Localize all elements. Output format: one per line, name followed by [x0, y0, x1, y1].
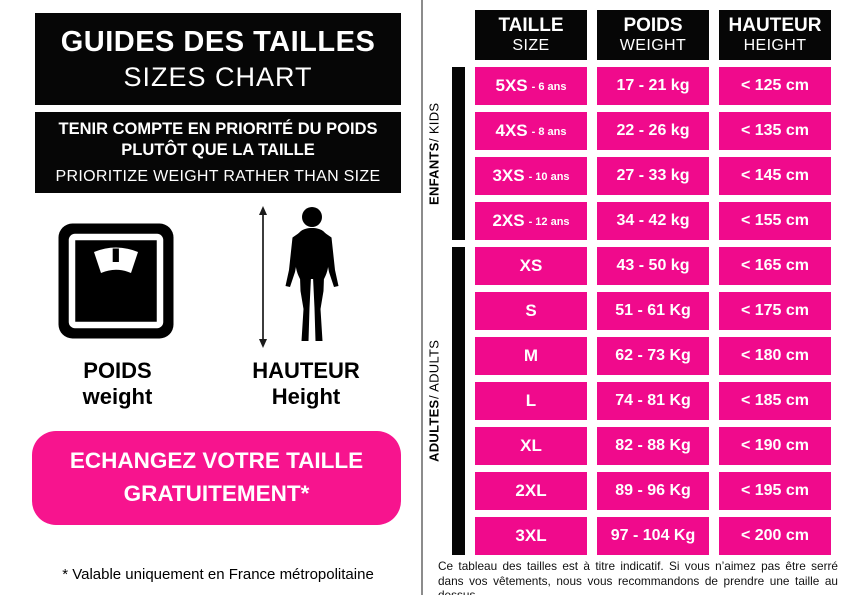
size-cell: XS — [475, 247, 587, 285]
weight-cell: 74 - 81 Kg — [597, 382, 709, 420]
size-cell: L — [475, 382, 587, 420]
size-cell: 4XS - 8 ans — [475, 112, 587, 150]
column-header-height: HAUTEUR HEIGHT — [719, 10, 831, 60]
vertical-divider — [421, 0, 423, 595]
height-cell: < 175 cm — [719, 292, 831, 330]
size-cell: M — [475, 337, 587, 375]
weight-cell: 97 - 104 Kg — [597, 517, 709, 555]
height-cell: < 155 cm — [719, 202, 831, 240]
notice-fr-line2: PLUTÔT QUE LA TAILLE — [121, 141, 315, 159]
height-cell: < 185 cm — [719, 382, 831, 420]
height-legend-fr: HAUTEUR — [252, 358, 360, 383]
page-title-en: SIZES CHART — [123, 61, 313, 92]
free-exchange-button[interactable]: ECHANGEZ VOTRE TAILLE GRATUITEMENT* — [32, 431, 401, 525]
weight-cell: 43 - 50 kg — [597, 247, 709, 285]
size-cell: 3XS - 10 ans — [475, 157, 587, 195]
column-header-en: HEIGHT — [743, 37, 807, 55]
group-label-adults: ADULTES / ADULTS — [426, 340, 442, 462]
column-header-en: WEIGHT — [619, 37, 687, 55]
group-label-kids: ENFANTS / KIDS — [426, 102, 442, 205]
size-cell: XL — [475, 427, 587, 465]
weight-legend-en: weight — [82, 383, 153, 409]
height-person-icon — [259, 206, 339, 348]
height-legend: HAUTEUR Height — [222, 358, 390, 410]
weight-cell: 89 - 96 Kg — [597, 472, 709, 510]
height-cell: < 165 cm — [719, 247, 831, 285]
table-disclaimer: Ce tableau des tailles est à titre indic… — [438, 559, 838, 595]
size-cell: 5XS - 6 ans — [475, 67, 587, 105]
size-cell: 2XS - 12 ans — [475, 202, 587, 240]
scale-needle — [112, 248, 119, 262]
person-silhouette — [285, 207, 339, 341]
notice-en: PRIORITIZE WEIGHT RATHER THAN SIZE — [55, 167, 381, 185]
column-header-fr: HAUTEUR — [728, 14, 822, 36]
exchange-footnote: * Valable uniquement en France métropoli… — [62, 566, 374, 583]
exchange-line2: GRATUITEMENT* — [123, 481, 310, 506]
title-banner: GUIDES DES TAILLES SIZES CHART — [35, 13, 401, 105]
double-arrow-icon — [259, 206, 267, 348]
scale-icon — [58, 223, 174, 339]
column-header-fr: POIDS — [623, 14, 683, 36]
height-cell: < 145 cm — [719, 157, 831, 195]
page-title-fr: GUIDES DES TAILLES — [60, 25, 376, 58]
weight-cell: 62 - 73 Kg — [597, 337, 709, 375]
height-cell: < 200 cm — [719, 517, 831, 555]
column-header-en: SIZE — [512, 37, 550, 55]
weight-legend: POIDS weight — [35, 358, 200, 410]
exchange-line1: ECHANGEZ VOTRE TAILLE — [69, 448, 364, 474]
column-header-size: TAILLE SIZE — [475, 10, 587, 60]
height-cell: < 135 cm — [719, 112, 831, 150]
column-header-fr: TAILLE — [498, 14, 564, 36]
column-header-weight: POIDS WEIGHT — [597, 10, 709, 60]
height-cell: < 190 cm — [719, 427, 831, 465]
size-cell: 3XL — [475, 517, 587, 555]
weight-cell: 34 - 42 kg — [597, 202, 709, 240]
priority-notice-banner: TENIR COMPTE EN PRIORITÉ DU POIDS PLUTÔT… — [35, 112, 401, 193]
weight-cell: 51 - 61 Kg — [597, 292, 709, 330]
group-bar-adults — [452, 247, 465, 555]
weight-cell: 82 - 88 Kg — [597, 427, 709, 465]
height-cell: < 125 cm — [719, 67, 831, 105]
height-cell: < 180 cm — [719, 337, 831, 375]
height-legend-en: Height — [271, 383, 341, 409]
notice-fr-line1: TENIR COMPTE EN PRIORITÉ DU POIDS — [58, 120, 378, 139]
height-cell: < 195 cm — [719, 472, 831, 510]
size-cell: 2XL — [475, 472, 587, 510]
group-bar-kids — [452, 67, 465, 240]
weight-cell: 22 - 26 kg — [597, 112, 709, 150]
weight-legend-fr: POIDS — [83, 358, 152, 383]
size-cell: S — [475, 292, 587, 330]
size-table: TAILLE SIZE POIDS WEIGHT HAUTEUR HEIGHT ENFANT… — [426, 10, 831, 555]
weight-cell: 17 - 21 kg — [597, 67, 709, 105]
weight-cell: 27 - 33 kg — [597, 157, 709, 195]
